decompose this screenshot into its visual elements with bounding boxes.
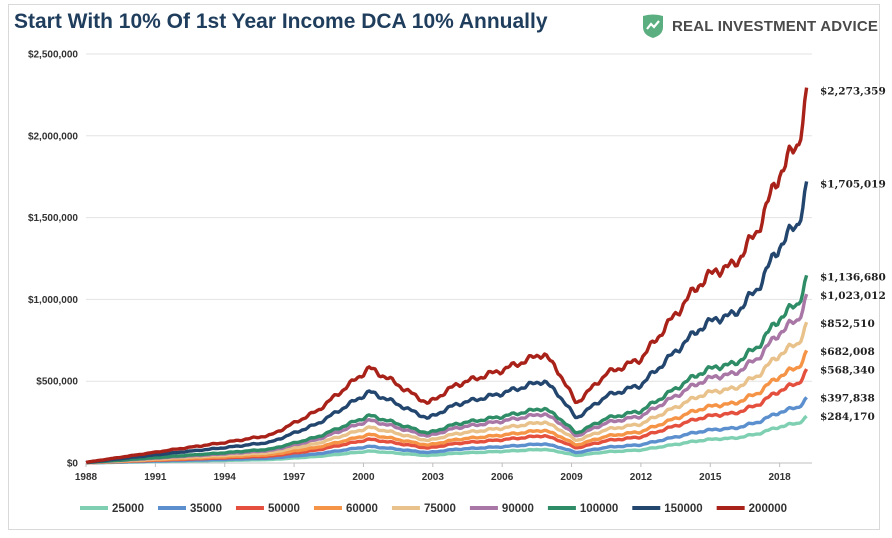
end-label-150000: $1,705,019 — [820, 179, 886, 191]
end-label-25000: $284,170 — [820, 411, 875, 423]
x-tick-label: 2000 — [352, 472, 375, 483]
y-tick-label: $500,000 — [36, 377, 78, 388]
x-tick-label: 1997 — [283, 472, 306, 483]
legend-label-50000: 50000 — [268, 503, 300, 515]
chart-title: Start With 10% Of 1st Year Income DCA 10… — [14, 10, 548, 33]
end-value-labels: $2,273,359 $1,705,019 $1,136,680 $1,023,012… — [820, 86, 886, 423]
end-label-50000: $568,340 — [820, 365, 875, 377]
legend-label-60000: 60000 — [346, 503, 378, 515]
x-tick-label: 2018 — [769, 472, 792, 483]
gridlines — [86, 53, 812, 464]
x-tick-label: 2006 — [491, 472, 514, 483]
legend-label-35000: 35000 — [190, 503, 222, 515]
legend-label-150000: 150000 — [664, 503, 702, 515]
end-label-35000: $397,838 — [820, 392, 875, 404]
x-tick-label: 1991 — [144, 472, 167, 483]
x-tick-label: 1994 — [214, 472, 237, 483]
x-tick-label: 2009 — [560, 472, 583, 483]
y-tick-label: $1,000,000 — [28, 295, 78, 306]
x-tick-label: 2015 — [699, 472, 722, 483]
legend-label-25000: 25000 — [112, 503, 144, 515]
x-tick-label: 2012 — [630, 472, 653, 483]
end-label-200000: $2,273,359 — [820, 86, 886, 98]
series-line-200000 — [85, 87, 809, 464]
legend-label-100000: 100000 — [580, 503, 618, 515]
series-line-150000 — [85, 181, 809, 465]
brand: REAL INVESTMENT ADVICE — [642, 13, 878, 39]
y-tick-label: $2,500,000 — [28, 50, 78, 61]
brand-name: REAL INVESTMENT ADVICE — [672, 17, 879, 35]
x-tick-label: 2003 — [422, 472, 445, 483]
legend-label-75000: 75000 — [424, 503, 456, 515]
y-tick-label: $0 — [67, 459, 79, 470]
end-label-60000: $682,008 — [820, 346, 875, 358]
rising-chart-shield-icon — [643, 14, 663, 38]
legend: 25000 35000 50000 60000 75000 90000 100000 1500… — [80, 503, 787, 515]
y-tick-label: $1,500,000 — [28, 213, 78, 224]
series-lines — [85, 87, 809, 465]
x-tick-label: 1988 — [75, 472, 98, 483]
end-label-100000: $1,136,680 — [820, 272, 886, 284]
x-axis-ticks: 1988 1991 1994 1997 2000 2003 2006 2009 2012 2015… — [75, 463, 791, 483]
legend-label-200000: 200000 — [749, 503, 787, 515]
series-line-100000 — [85, 274, 809, 465]
legend-label-90000: 90000 — [502, 503, 534, 515]
y-tick-label: $2,000,000 — [28, 131, 78, 142]
y-axis-ticks: $0 $500,000 $1,000,000 $1,500,000 $2,000,000… — [28, 50, 78, 470]
end-label-90000: $1,023,012 — [820, 290, 886, 302]
end-label-75000: $852,510 — [820, 318, 875, 330]
